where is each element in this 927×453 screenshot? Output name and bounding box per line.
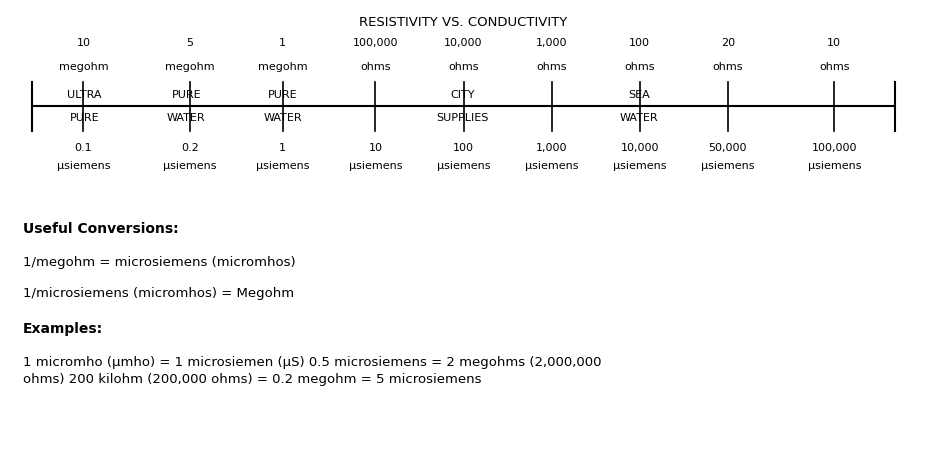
Text: 100,000: 100,000	[352, 38, 399, 48]
Text: 0.1: 0.1	[74, 143, 93, 153]
Text: 1 micromho (μmho) = 1 microsiemen (μS) 0.5 microsiemens = 2 megohms (2,000,000
o: 1 micromho (μmho) = 1 microsiemen (μS) 0…	[23, 356, 602, 386]
Text: Examples:: Examples:	[23, 322, 103, 336]
Text: 5: 5	[186, 38, 194, 48]
Text: ohms: ohms	[625, 63, 654, 72]
Text: 1/microsiemens (micromhos) = Megohm: 1/microsiemens (micromhos) = Megohm	[23, 287, 294, 300]
Text: WATER: WATER	[263, 113, 302, 123]
Text: μsiemens: μsiemens	[613, 161, 667, 171]
Text: 100: 100	[629, 38, 650, 48]
Text: PURE: PURE	[171, 90, 201, 100]
Text: 1,000: 1,000	[536, 143, 567, 153]
Text: μsiemens: μsiemens	[807, 161, 861, 171]
Text: 10: 10	[368, 143, 383, 153]
Text: 100: 100	[453, 143, 474, 153]
Text: 100,000: 100,000	[811, 143, 857, 153]
Text: WATER: WATER	[167, 113, 206, 123]
Text: 1: 1	[279, 143, 286, 153]
Text: μsiemens: μsiemens	[437, 161, 490, 171]
Text: 50,000: 50,000	[708, 143, 747, 153]
Text: μsiemens: μsiemens	[349, 161, 402, 171]
Text: megohm: megohm	[58, 63, 108, 72]
Text: 20: 20	[720, 38, 735, 48]
Text: 1: 1	[279, 38, 286, 48]
Text: PURE: PURE	[70, 113, 99, 123]
Text: WATER: WATER	[619, 113, 658, 123]
Text: 10: 10	[827, 38, 842, 48]
Text: SEA: SEA	[628, 90, 650, 100]
Text: 1,000: 1,000	[536, 38, 567, 48]
Text: μsiemens: μsiemens	[163, 161, 217, 171]
Text: μsiemens: μsiemens	[256, 161, 310, 171]
Text: Useful Conversions:: Useful Conversions:	[23, 222, 179, 236]
Text: ohms: ohms	[361, 63, 390, 72]
Text: PURE: PURE	[268, 90, 298, 100]
Text: SUPPLIES: SUPPLIES	[437, 113, 489, 123]
Text: ohms: ohms	[713, 63, 743, 72]
Text: megohm: megohm	[258, 63, 308, 72]
Text: 10: 10	[76, 38, 91, 48]
Text: 10,000: 10,000	[620, 143, 659, 153]
Text: μsiemens: μsiemens	[525, 161, 578, 171]
Text: CITY: CITY	[451, 90, 475, 100]
Text: ULTRA: ULTRA	[67, 90, 102, 100]
Text: RESISTIVITY VS. CONDUCTIVITY: RESISTIVITY VS. CONDUCTIVITY	[360, 16, 567, 29]
Text: ohms: ohms	[819, 63, 849, 72]
Text: 10,000: 10,000	[444, 38, 483, 48]
Text: megohm: megohm	[165, 63, 215, 72]
Text: μsiemens: μsiemens	[57, 161, 110, 171]
Text: 1/megohm = microsiemens (micromhos): 1/megohm = microsiemens (micromhos)	[23, 256, 296, 269]
Text: ohms: ohms	[449, 63, 478, 72]
Text: 0.2: 0.2	[181, 143, 199, 153]
Text: μsiemens: μsiemens	[701, 161, 755, 171]
Text: ohms: ohms	[537, 63, 566, 72]
